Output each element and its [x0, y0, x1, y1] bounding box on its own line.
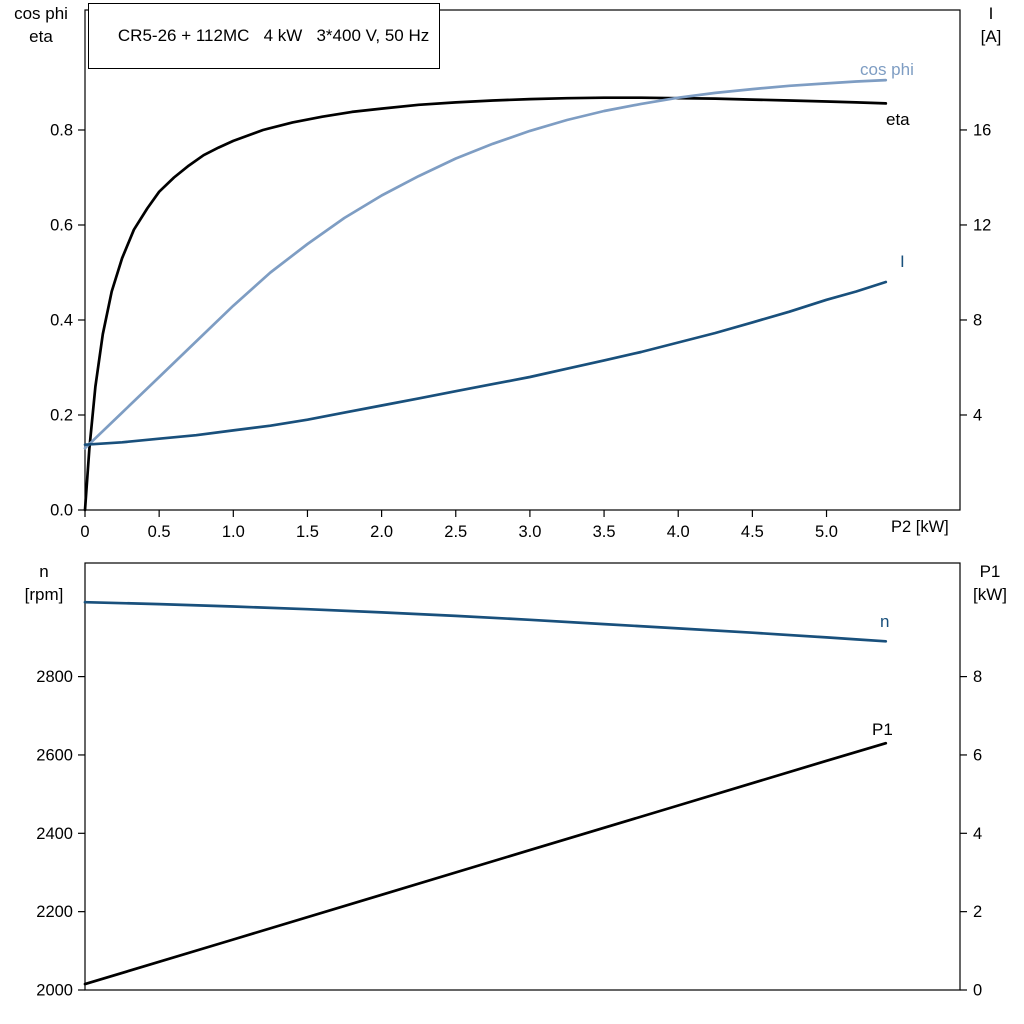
x-axis-unit-label: P2 [kW]: [891, 518, 949, 536]
plot-frame: [84, 9, 961, 511]
top-right-axis-labels: I [A]: [964, 2, 1018, 48]
y-left-axis-label-eta: eta: [29, 27, 53, 46]
y-left-tick-label: 2200: [36, 903, 73, 921]
y-left-axis-label-speed: n: [39, 562, 49, 581]
x-tick-label: 4.0: [667, 523, 690, 541]
top-left-axis-labels: cos phi eta: [2, 2, 80, 48]
y-right-axis-label-current: I: [988, 4, 994, 23]
y-left-tick-label: 2000: [36, 982, 73, 1000]
y-right-tick-label: 6: [973, 746, 982, 764]
y-left-tick-label: 0.6: [50, 216, 73, 234]
y-right-tick-label: 8: [973, 311, 982, 329]
bottom-left-axis-labels: n [rpm]: [6, 560, 82, 606]
y-left-tick-label: 2600: [36, 746, 73, 764]
top-chart: 0.0 0.2 0.4 0.6 0.8 4 8 12 16 0 0.5 1.0 1.5 2.0 2.5 3.0…: [50, 9, 991, 541]
current-curve: [83, 280, 888, 447]
x-tick-label: 3.0: [518, 523, 541, 541]
current-curve-label: I: [900, 252, 905, 271]
plot-frame: [84, 562, 961, 991]
y-right-tick-label: 12: [973, 216, 991, 234]
y-right-tick-label: 4: [973, 406, 982, 424]
x-tick-label: 2.0: [370, 523, 393, 541]
chart-title: CR5-26 + 112MC 4 kW 3*400 V, 50 Hz: [117, 26, 430, 45]
speed-curve-label: n: [880, 612, 890, 631]
x-tick-label: 3.5: [593, 523, 616, 541]
y-right-tick-label: 0: [973, 982, 982, 1000]
bottom-chart: 2000 2200 2400 2600 2800 0 2 4 6 8: [36, 562, 982, 1000]
x-tick-label: 2.5: [444, 523, 467, 541]
y-right-axis-unit-kw: [kW]: [973, 585, 1007, 604]
y-left-axis-unit-rpm: [rpm]: [24, 585, 64, 604]
bottom-right-axis-labels: P1 [kW]: [960, 560, 1020, 606]
x-tick-label: 1.5: [296, 523, 319, 541]
eta-curve-label: eta: [886, 110, 910, 129]
y-right-tick-label: 4: [973, 825, 982, 843]
eta-curve: [83, 96, 888, 512]
x-tick-label: 5.0: [815, 523, 838, 541]
cos-phi-curve-label: cos phi: [860, 60, 914, 79]
y-left-axis-label-cosphi: cos phi: [14, 4, 68, 23]
p1-curve-label: P1: [872, 720, 893, 739]
y-left-tick-label: 0.0: [50, 502, 73, 520]
x-tick-label: 0.5: [148, 523, 171, 541]
y-left-tick-label: 0.2: [50, 406, 73, 424]
speed-curve: [83, 600, 888, 643]
y-right-tick-label: 2: [973, 903, 982, 921]
chart-title-box: CR5-26 + 112MC 4 kW 3*400 V, 50 Hz: [88, 3, 441, 69]
x-tick-label: 1.0: [222, 523, 245, 541]
y-right-tick-label: 8: [973, 668, 982, 686]
y-right-axis-label-p1: P1: [979, 562, 1001, 581]
p1-curve: [83, 741, 888, 986]
cos-phi-curve: [83, 78, 888, 450]
y-right-tick-label: 16: [973, 121, 991, 139]
x-tick-label: 0: [80, 523, 89, 541]
y-left-tick-label: 2800: [36, 668, 73, 686]
y-left-tick-label: 2400: [36, 825, 73, 843]
y-left-tick-label: 0.8: [50, 121, 73, 139]
y-right-axis-unit-amps: [A]: [980, 27, 1002, 46]
y-left-tick-label: 0.4: [50, 311, 73, 329]
x-tick-label: 4.5: [741, 523, 764, 541]
